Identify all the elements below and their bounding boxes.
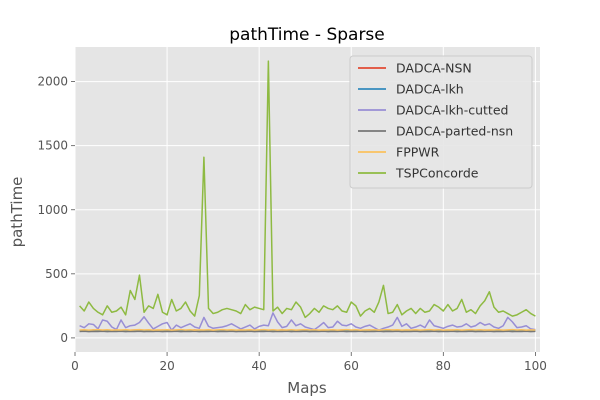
x-tick-label: 20 — [159, 359, 174, 373]
y-axis-ticks: 0 500 1000 1500 2000 — [37, 75, 75, 345]
legend-entry: DADCA-NSN — [396, 61, 472, 76]
series-line-fppwr — [79, 328, 536, 331]
y-tick-label: 2000 — [37, 75, 68, 89]
legend-entry: FPPWR — [396, 145, 440, 160]
x-axis-label: Maps — [287, 379, 327, 397]
y-axis-label: pathTime — [8, 177, 26, 248]
legend: DADCA-NSN DADCA-lkh DADCA-lkh-cutted DADCA-… — [349, 55, 533, 189]
series-line-dadca-lkh-cutted — [79, 312, 536, 331]
chart-title: pathTime - Sparse — [229, 25, 385, 45]
legend-entry: DADCA-parted-nsn — [396, 124, 513, 139]
y-tick-label: 1500 — [37, 139, 68, 153]
series-lines — [79, 60, 536, 333]
x-tick-label: 0 — [71, 359, 79, 373]
legend-box — [349, 55, 533, 189]
x-axis-ticks: 0 20 40 60 80 100 — [71, 352, 547, 373]
y-tick-label: 500 — [45, 267, 68, 281]
x-tick-label: 100 — [524, 359, 547, 373]
y-tick-label: 1000 — [37, 203, 68, 217]
legend-entry: DADCA-lkh — [396, 82, 464, 97]
x-tick-label: 80 — [436, 359, 451, 373]
legend-entry: TSPConcorde — [395, 166, 479, 181]
legend-entry: DADCA-lkh-cutted — [396, 103, 508, 118]
x-tick-label: 60 — [344, 359, 359, 373]
y-tick-label: 0 — [60, 331, 68, 345]
series-line-tspconcorde — [79, 60, 536, 319]
x-tick-label: 40 — [252, 359, 267, 373]
